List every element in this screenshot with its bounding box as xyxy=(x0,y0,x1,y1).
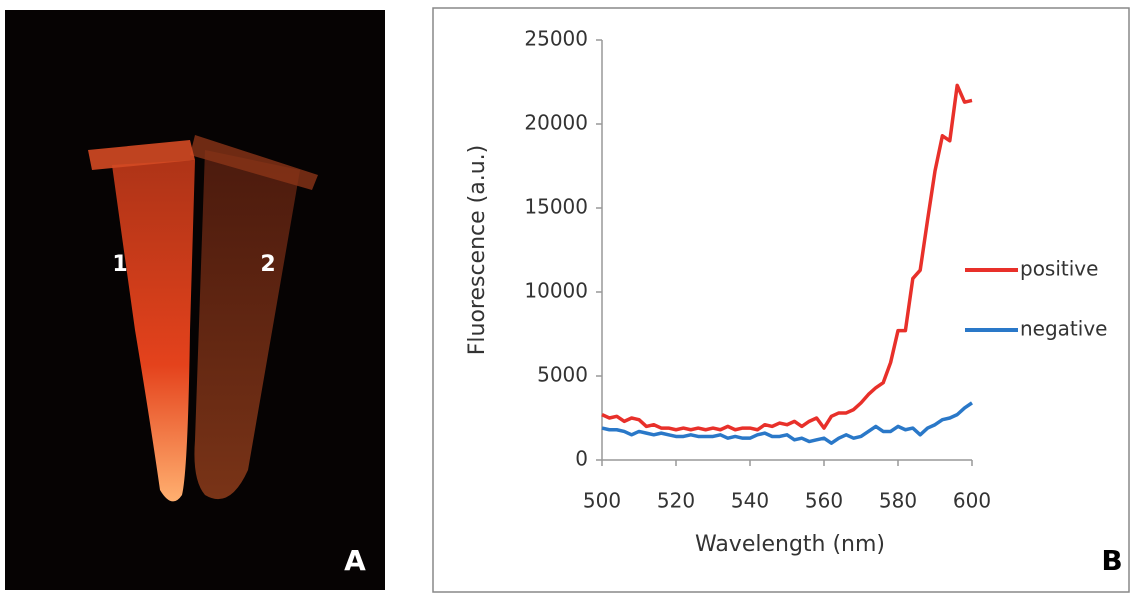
x-tick-label: 540 xyxy=(731,489,769,513)
y-tick-label: 25000 xyxy=(524,27,588,51)
y-tick-label: 0 xyxy=(575,447,588,471)
legend-label: negative xyxy=(1020,317,1107,341)
panel-label: A xyxy=(344,544,366,577)
x-tick-label: 580 xyxy=(879,489,917,513)
photo-background xyxy=(5,10,385,590)
x-tick-label: 520 xyxy=(657,489,695,513)
y-tick-label: 15000 xyxy=(524,195,588,219)
tube-1 xyxy=(88,140,195,502)
x-tick-label: 500 xyxy=(583,489,621,513)
y-axis-label: Fluorescence (a.u.) xyxy=(465,145,490,356)
panel-label: B xyxy=(1101,544,1122,577)
x-tick-label: 600 xyxy=(953,489,991,513)
series-line xyxy=(601,83,973,432)
chart-frame xyxy=(432,7,1130,593)
y-tick-label: 20000 xyxy=(524,111,588,135)
tube-label: 2 xyxy=(260,252,275,277)
x-tick-label: 560 xyxy=(805,489,843,513)
tube-2 xyxy=(190,135,318,500)
legend-label: positive xyxy=(1020,257,1098,281)
series-line xyxy=(601,401,973,445)
tube-label: 1 xyxy=(112,252,127,277)
y-tick-label: 10000 xyxy=(524,279,588,303)
y-tick-label: 5000 xyxy=(537,363,588,387)
x-axis-label: Wavelength (nm) xyxy=(695,532,885,557)
